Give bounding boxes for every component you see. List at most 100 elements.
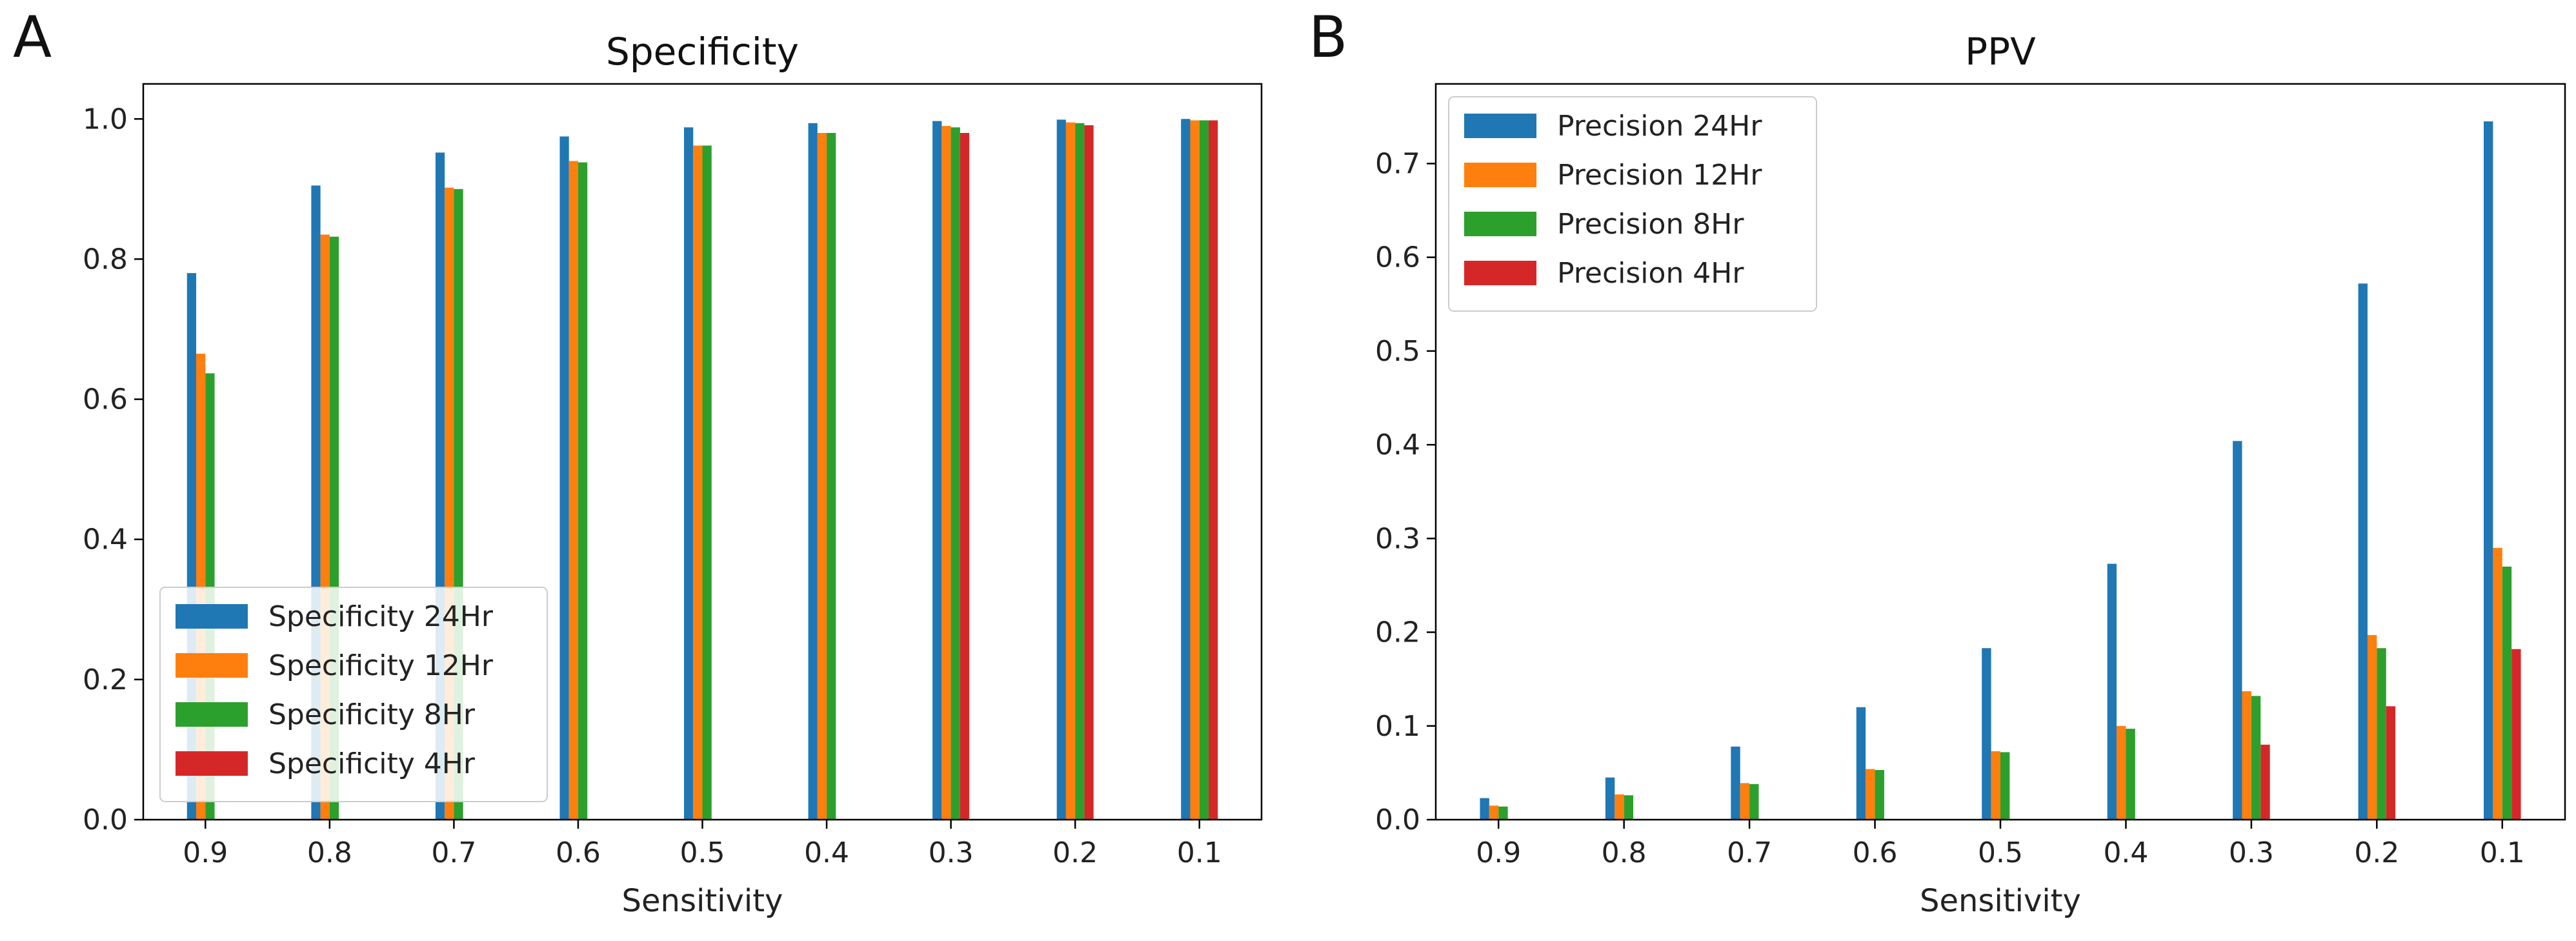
bar (1199, 120, 1209, 820)
bar (2511, 649, 2521, 820)
y-tick-label: 0.8 (83, 243, 128, 276)
bar (1982, 648, 1991, 820)
bar (2000, 752, 2010, 820)
bar (684, 127, 694, 820)
bar (1624, 795, 1634, 820)
x-tick-label: 0.6 (556, 836, 601, 869)
bar (941, 126, 951, 820)
panel-label: B (1309, 4, 1347, 70)
bar (1056, 119, 1066, 820)
legend-label: Specificity 4Hr (268, 747, 476, 780)
y-tick-label: 0.4 (83, 523, 128, 556)
x-tick-label: 0.9 (1476, 836, 1521, 869)
bar (2484, 121, 2493, 820)
chart-title: PPV (1965, 30, 2036, 74)
bar (1065, 122, 1076, 820)
legend-swatch (1464, 163, 1536, 187)
x-tick-label: 0.7 (1727, 836, 1772, 869)
x-tick-label: 0.7 (431, 836, 476, 869)
x-tick-label: 0.9 (183, 836, 228, 869)
y-tick-label: 0.6 (83, 383, 128, 416)
y-tick-label: 0.3 (1375, 522, 1420, 555)
y-tick-label: 0.1 (1375, 710, 1420, 743)
bar (2251, 696, 2261, 820)
panel-label: A (13, 4, 52, 70)
bar (559, 136, 569, 820)
bar (1605, 777, 1615, 820)
x-tick-label: 0.1 (2480, 836, 2525, 869)
bar (1489, 805, 1499, 820)
bar (2493, 547, 2502, 820)
bar (2126, 729, 2135, 820)
bar (827, 133, 836, 820)
x-tick-label: 0.1 (1177, 836, 1222, 869)
bar (578, 162, 588, 820)
bar (951, 127, 960, 820)
legend: Precision 24Hr Precision 12Hr Precision 8H… (1448, 96, 1817, 312)
bar (1615, 794, 1624, 820)
bar (569, 161, 578, 820)
legend-swatch (176, 751, 248, 776)
bar (2502, 566, 2512, 820)
bar (1181, 119, 1191, 820)
legend-label: Precision 4Hr (1557, 257, 1744, 290)
bar (1749, 784, 1759, 820)
x-tick-label: 0.3 (2229, 836, 2274, 869)
x-tick-label: 0.8 (307, 836, 352, 869)
x-tick-label: 0.5 (1978, 836, 2023, 869)
x-axis-title: Sensitivity (622, 883, 783, 919)
legend-swatch (1464, 212, 1536, 236)
chart-title: Specificity (606, 30, 799, 74)
y-tick-label: 0.6 (1375, 241, 1420, 274)
legend-swatch (1464, 261, 1536, 285)
bar (2377, 648, 2386, 820)
y-tick-label: 0.0 (1375, 804, 1420, 836)
x-tick-label: 0.4 (2103, 836, 2148, 869)
bar (693, 145, 703, 820)
legend-label: Precision 24Hr (1557, 110, 1762, 143)
bar (1875, 770, 1884, 820)
legend: Specificity 24Hr Specificity 12Hr Specific… (159, 587, 548, 802)
bar (932, 121, 942, 820)
bar (1498, 806, 1508, 820)
bar (1856, 707, 1866, 820)
y-tick-label: 0.5 (1375, 335, 1420, 368)
legend-label: Precision 12Hr (1557, 159, 1762, 192)
bar (2107, 563, 2117, 820)
bar (817, 133, 827, 820)
bar (808, 123, 818, 820)
bar (1866, 769, 1875, 820)
y-tick-label: 0.2 (1375, 616, 1420, 649)
legend-label: Specificity 24Hr (268, 600, 494, 633)
bar (1208, 120, 1218, 820)
bar (1731, 746, 1740, 820)
x-tick-label: 0.8 (1602, 836, 1647, 869)
bar (1084, 125, 1094, 820)
bar (2233, 441, 2242, 820)
y-tick-label: 0.2 (83, 663, 128, 696)
bar (1480, 798, 1489, 820)
x-tick-label: 0.3 (929, 836, 974, 869)
x-tick-label: 0.2 (1052, 836, 1098, 869)
bar (2358, 283, 2368, 820)
y-tick-label: 0.0 (83, 804, 128, 836)
legend-swatch (176, 653, 248, 678)
x-axis-title: Sensitivity (1920, 883, 2081, 919)
legend-box (1448, 96, 1817, 312)
bars (1480, 121, 2521, 820)
bar (2242, 691, 2251, 820)
bar (2386, 706, 2396, 820)
bar (2367, 634, 2377, 820)
y-tick-label: 1.0 (83, 103, 128, 136)
bar (1740, 783, 1750, 820)
legend-swatch (176, 702, 248, 727)
x-tick-label: 0.5 (680, 836, 725, 869)
x-tick-label: 0.4 (804, 836, 849, 869)
bar (960, 133, 970, 820)
bars (186, 119, 1218, 820)
legend-box (159, 587, 548, 802)
bar (702, 145, 712, 820)
bar (1075, 123, 1085, 820)
